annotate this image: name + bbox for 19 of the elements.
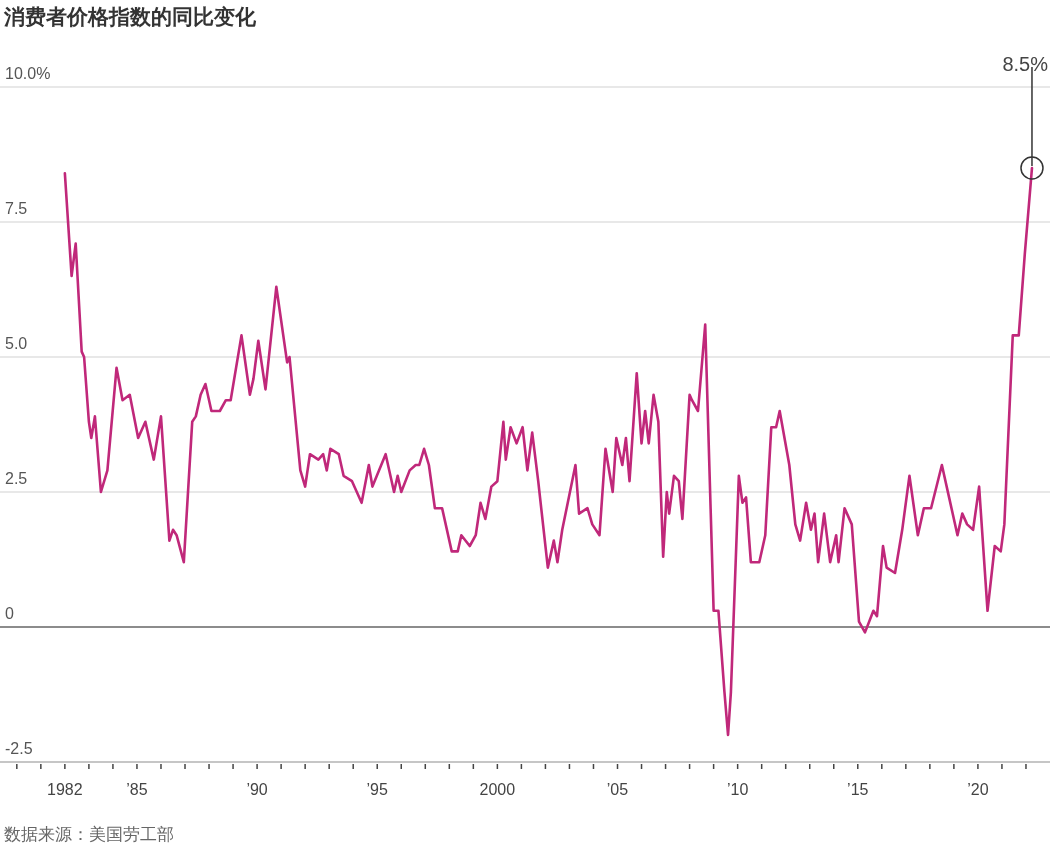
x-tick-label: 2000 bbox=[479, 781, 516, 798]
annotation-callout: 8.5% bbox=[1002, 53, 1048, 180]
x-tick-label: ’05 bbox=[606, 781, 629, 798]
x-tick-label: ’95 bbox=[366, 781, 388, 798]
source-note: 数据来源：美国劳工部 bbox=[4, 825, 174, 844]
x-tick-label: ’20 bbox=[967, 781, 989, 798]
x-tick-label: ’10 bbox=[726, 781, 749, 798]
chart-title: 消费者价格指数的同比变化 bbox=[3, 5, 257, 28]
y-tick-label: 7.5 bbox=[5, 200, 28, 217]
y-tick-label: -2.5 bbox=[5, 740, 33, 757]
y-tick-label: 0 bbox=[5, 605, 14, 622]
y-tick-label: 5.0 bbox=[5, 335, 28, 352]
x-tick-label: ’90 bbox=[246, 781, 268, 798]
y-tick-label: 10.0% bbox=[5, 65, 51, 82]
x-tick-label: ’85 bbox=[126, 781, 148, 798]
y-tick-label: 2.5 bbox=[5, 470, 28, 487]
annotation: 8.5% bbox=[1002, 53, 1049, 75]
x-tick-label: ’15 bbox=[847, 781, 869, 798]
x-tick-label: 1982 bbox=[47, 781, 83, 798]
